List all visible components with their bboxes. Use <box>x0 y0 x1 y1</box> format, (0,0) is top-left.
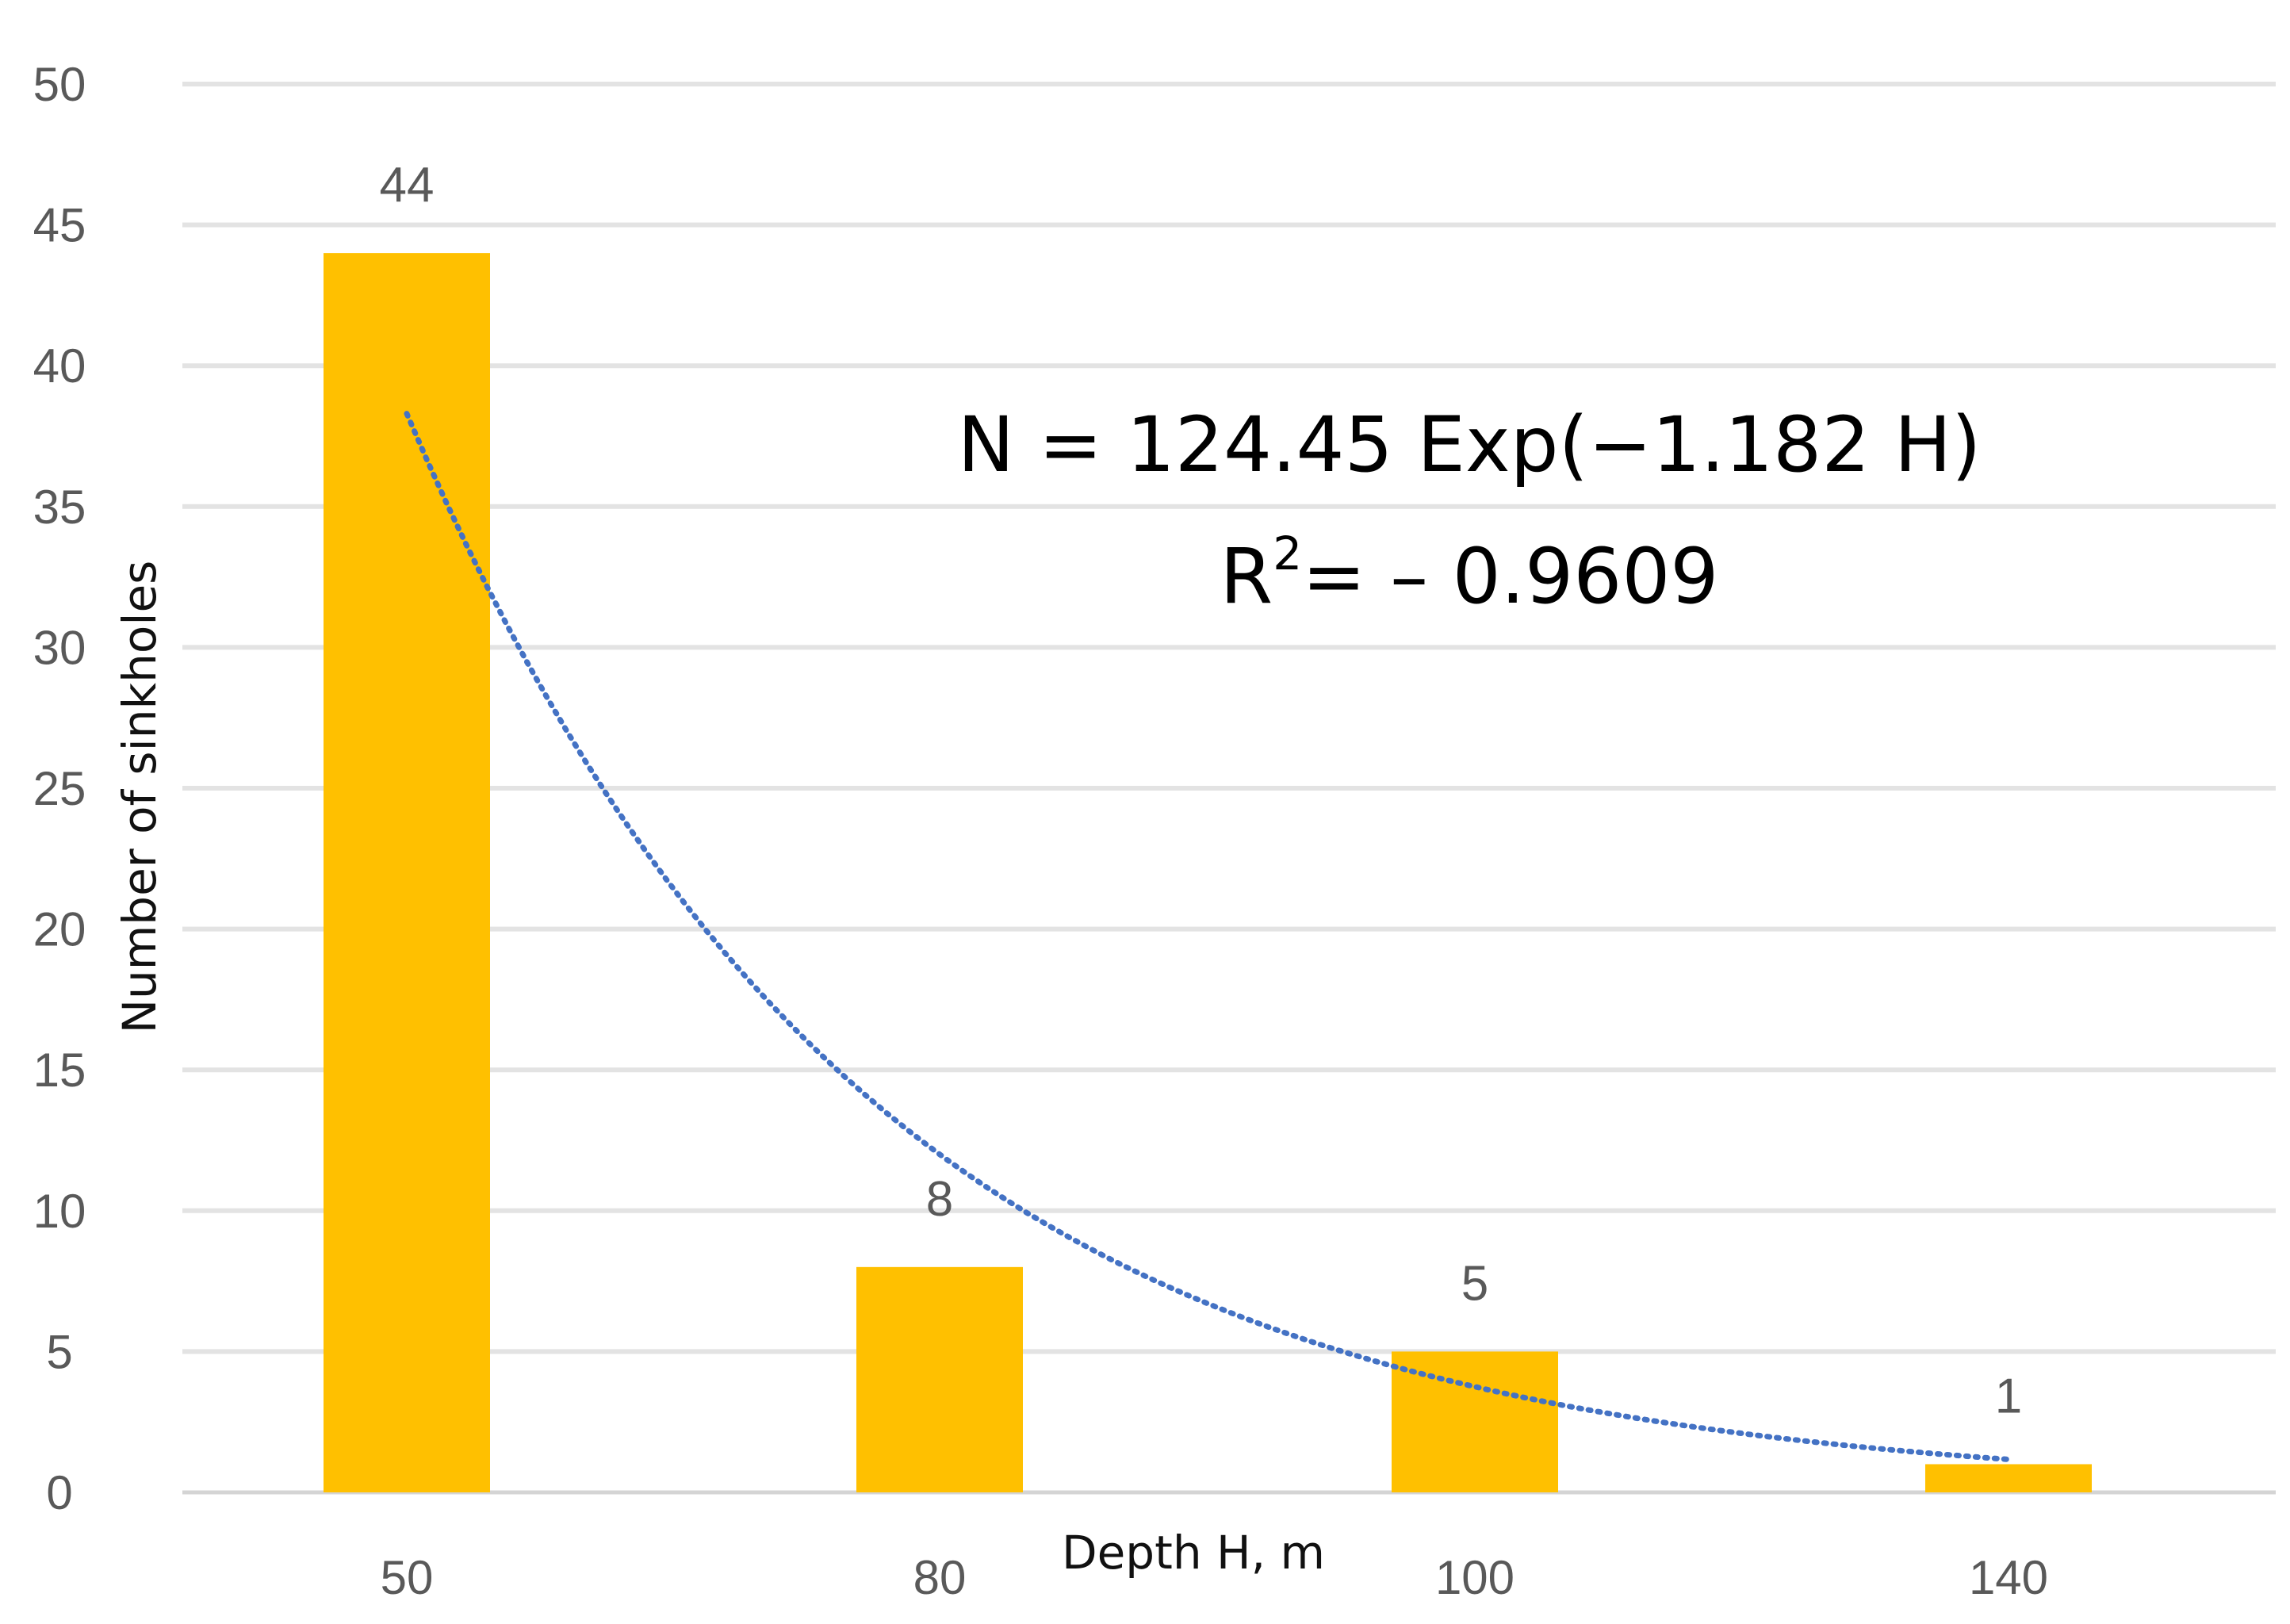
bars <box>324 253 2092 1492</box>
trendline <box>404 411 2012 1462</box>
y-tick-label: 15 <box>33 1044 86 1097</box>
y-tick-label: 5 <box>46 1325 72 1378</box>
data-label: 8 <box>926 1172 953 1227</box>
trendline-equation: N = 124.45 Exp(−1.182 H) <box>958 400 1982 489</box>
data-labels: 44 8 5 1 <box>380 158 2023 1423</box>
y-tick-label: 30 <box>33 621 86 674</box>
data-label: 1 <box>1995 1369 2022 1423</box>
y-tick-label: 25 <box>33 762 86 815</box>
y-tick-label: 20 <box>33 903 86 956</box>
x-axis-ticks: 50 80 100 140 <box>381 1551 2048 1604</box>
y-tick-label: 50 <box>33 58 86 111</box>
y-axis-ticks: 0 5 10 15 20 25 30 35 40 45 50 <box>33 58 86 1519</box>
data-label: 5 <box>1461 1256 1488 1311</box>
gridlines <box>182 82 2276 1495</box>
r-squared-value: = – 0.9609 <box>1302 532 1718 621</box>
bar <box>1925 1464 2092 1492</box>
trendline-curve <box>404 411 2012 1462</box>
x-tick-label: 80 <box>913 1551 967 1604</box>
x-tick-label: 140 <box>1969 1551 2048 1604</box>
r-squared-label: R2= – 0.9609 <box>1220 527 1719 621</box>
x-axis-title: Depth H, m <box>1062 1526 1325 1580</box>
bar <box>324 253 490 1492</box>
r-squared-symbol: R <box>1220 532 1273 621</box>
bar <box>856 1266 1023 1492</box>
y-tick-label: 40 <box>33 339 86 393</box>
y-axis-title: Number of sinkholes <box>113 561 167 1034</box>
y-tick-label: 45 <box>33 199 86 252</box>
x-tick-label: 50 <box>381 1551 434 1604</box>
y-tick-label: 35 <box>33 481 86 534</box>
data-label: 44 <box>380 158 435 213</box>
y-tick-label: 0 <box>46 1466 72 1519</box>
r-squared-exponent: 2 <box>1273 527 1302 580</box>
y-tick-label: 10 <box>33 1185 86 1238</box>
x-tick-label: 100 <box>1435 1551 1515 1604</box>
